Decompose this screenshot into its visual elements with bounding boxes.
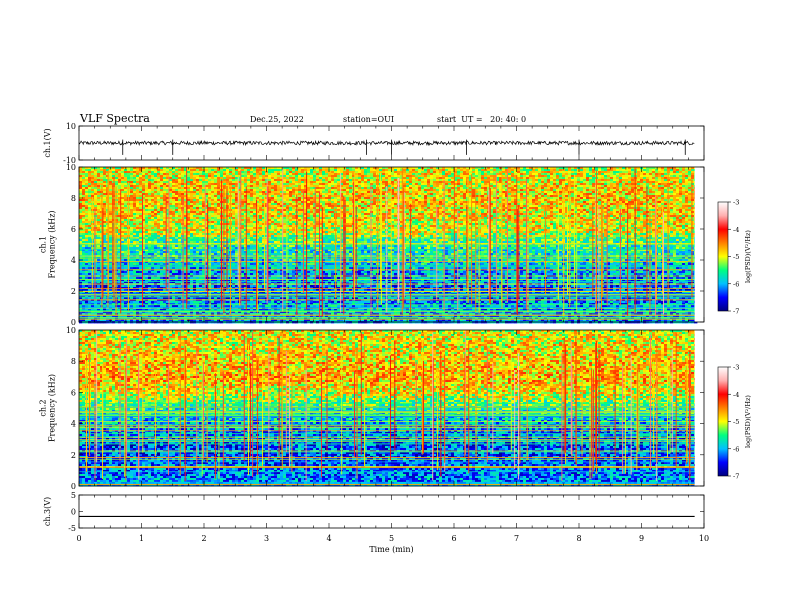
ch1-waveform-trace bbox=[79, 141, 694, 145]
ch1-ytick-label: 10 bbox=[66, 122, 76, 131]
ch1-waveform-ylabel: ch.1(V) bbox=[43, 128, 52, 157]
vlf-spectra-figure: 10-10ch.1(V) 0246810ch.1 Frequency (kHz) … bbox=[0, 0, 792, 612]
